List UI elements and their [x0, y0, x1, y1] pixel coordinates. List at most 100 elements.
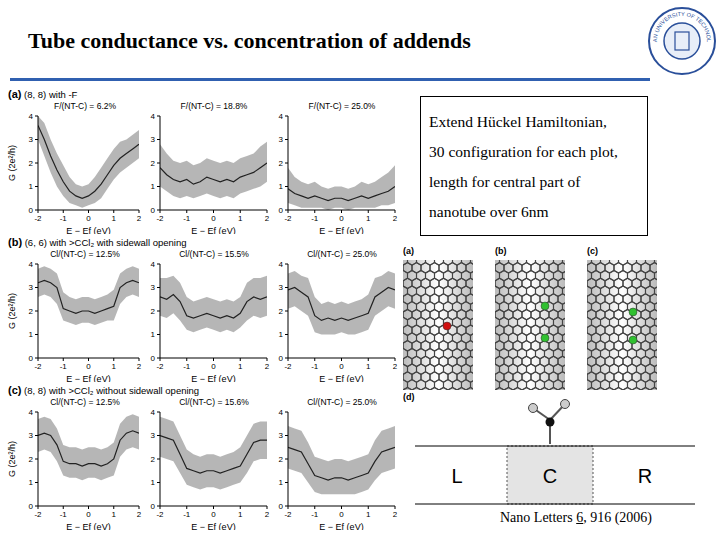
svg-text:3: 3 — [151, 431, 156, 440]
svg-text:-1: -1 — [311, 362, 319, 371]
svg-text:2: 2 — [393, 362, 398, 371]
svg-text:(c): (c) — [587, 246, 598, 256]
svg-text:E − Ef (eV): E − Ef (eV) — [66, 522, 110, 530]
svg-text:-1: -1 — [60, 214, 68, 223]
svg-text:0: 0 — [279, 502, 284, 511]
svg-text:3: 3 — [29, 135, 34, 144]
svg-text:1: 1 — [151, 478, 156, 487]
svg-text:G (2e²/h): G (2e²/h) — [8, 293, 17, 329]
svg-text:3: 3 — [151, 283, 156, 292]
svg-text:2: 2 — [265, 362, 270, 371]
svg-text:4: 4 — [29, 112, 34, 121]
svg-text:-1: -1 — [311, 510, 319, 519]
svg-text:2: 2 — [137, 510, 142, 519]
svg-text:1: 1 — [366, 214, 371, 223]
svg-text:4: 4 — [151, 260, 156, 269]
svg-text:E − Ef (eV): E − Ef (eV) — [191, 226, 235, 234]
svg-text:2: 2 — [151, 159, 156, 168]
svg-text:(a): (a) — [403, 246, 414, 256]
svg-text:4: 4 — [151, 112, 156, 121]
svg-text:0: 0 — [339, 214, 344, 223]
svg-text:0: 0 — [279, 206, 284, 215]
svg-text:2: 2 — [279, 307, 284, 316]
svg-text:0: 0 — [339, 510, 344, 519]
svg-text:-2: -2 — [156, 510, 164, 519]
svg-text:2: 2 — [137, 362, 142, 371]
svg-text:2: 2 — [393, 510, 398, 519]
svg-text:G (2e²/h): G (2e²/h) — [8, 145, 17, 181]
svg-text:-2: -2 — [156, 214, 164, 223]
svg-text:0: 0 — [29, 206, 34, 215]
svg-text:-1: -1 — [60, 510, 68, 519]
svg-text:2: 2 — [265, 510, 270, 519]
svg-text:1: 1 — [151, 182, 156, 191]
svg-text:0: 0 — [86, 362, 91, 371]
svg-text:4: 4 — [279, 260, 284, 269]
svg-text:G (2e²/h): G (2e²/h) — [8, 441, 17, 477]
svg-text:E − Ef (eV): E − Ef (eV) — [319, 226, 363, 234]
svg-text:E − Ef (eV): E − Ef (eV) — [66, 226, 110, 234]
svg-text:4: 4 — [29, 408, 34, 417]
svg-text:2: 2 — [265, 214, 270, 223]
svg-text:2: 2 — [151, 455, 156, 464]
svg-text:2: 2 — [29, 159, 34, 168]
svg-text:0: 0 — [211, 510, 216, 519]
svg-text:C: C — [543, 465, 557, 487]
svg-text:R: R — [638, 465, 652, 487]
svg-text:2: 2 — [29, 455, 34, 464]
svg-text:2: 2 — [29, 307, 34, 316]
svg-text:0: 0 — [86, 214, 91, 223]
svg-text:-2: -2 — [34, 510, 42, 519]
svg-text:4: 4 — [279, 408, 284, 417]
svg-text:-1: -1 — [183, 214, 191, 223]
svg-text:2: 2 — [151, 307, 156, 316]
svg-text:2: 2 — [393, 214, 398, 223]
svg-text:0: 0 — [151, 354, 156, 363]
svg-text:1: 1 — [238, 362, 243, 371]
svg-text:1: 1 — [279, 478, 284, 487]
svg-text:E − Ef (eV): E − Ef (eV) — [319, 522, 363, 530]
svg-text:0: 0 — [211, 362, 216, 371]
svg-text:4: 4 — [29, 260, 34, 269]
svg-text:3: 3 — [151, 135, 156, 144]
svg-text:-2: -2 — [34, 214, 42, 223]
svg-text:0: 0 — [279, 354, 284, 363]
svg-text:1: 1 — [366, 510, 371, 519]
svg-text:-1: -1 — [60, 362, 68, 371]
svg-text:-1: -1 — [311, 214, 319, 223]
svg-text:0: 0 — [151, 502, 156, 511]
svg-text:1: 1 — [29, 182, 34, 191]
svg-text:-2: -2 — [156, 362, 164, 371]
svg-text:2: 2 — [279, 159, 284, 168]
svg-text:1: 1 — [29, 330, 34, 339]
svg-text:1: 1 — [151, 330, 156, 339]
svg-text:3: 3 — [279, 135, 284, 144]
svg-text:0: 0 — [151, 206, 156, 215]
svg-text:-1: -1 — [183, 510, 191, 519]
svg-text:(b): (b) — [495, 246, 507, 256]
svg-text:E − Ef (eV): E − Ef (eV) — [191, 522, 235, 530]
svg-text:1: 1 — [279, 330, 284, 339]
svg-text:1: 1 — [238, 510, 243, 519]
svg-text:0: 0 — [211, 214, 216, 223]
svg-text:1: 1 — [238, 214, 243, 223]
svg-text:-2: -2 — [284, 214, 292, 223]
svg-text:2: 2 — [279, 455, 284, 464]
svg-text:-2: -2 — [284, 510, 292, 519]
svg-text:-2: -2 — [284, 362, 292, 371]
svg-text:1: 1 — [29, 478, 34, 487]
svg-text:DALIAN UNIVERSITY OF TECHNOLOG: DALIAN UNIVERSITY OF TECHNOLOGY — [645, 4, 712, 42]
svg-text:-2: -2 — [34, 362, 42, 371]
svg-text:0: 0 — [29, 502, 34, 511]
svg-text:1: 1 — [112, 510, 117, 519]
svg-text:L: L — [451, 465, 462, 487]
svg-text:E − Ef (eV): E − Ef (eV) — [319, 374, 363, 382]
svg-text:4: 4 — [279, 112, 284, 121]
svg-text:3: 3 — [279, 431, 284, 440]
svg-text:3: 3 — [279, 283, 284, 292]
svg-text:1: 1 — [279, 182, 284, 191]
svg-text:3: 3 — [29, 283, 34, 292]
svg-text:1: 1 — [366, 362, 371, 371]
svg-text:0: 0 — [339, 362, 344, 371]
svg-text:(d): (d) — [403, 392, 415, 402]
